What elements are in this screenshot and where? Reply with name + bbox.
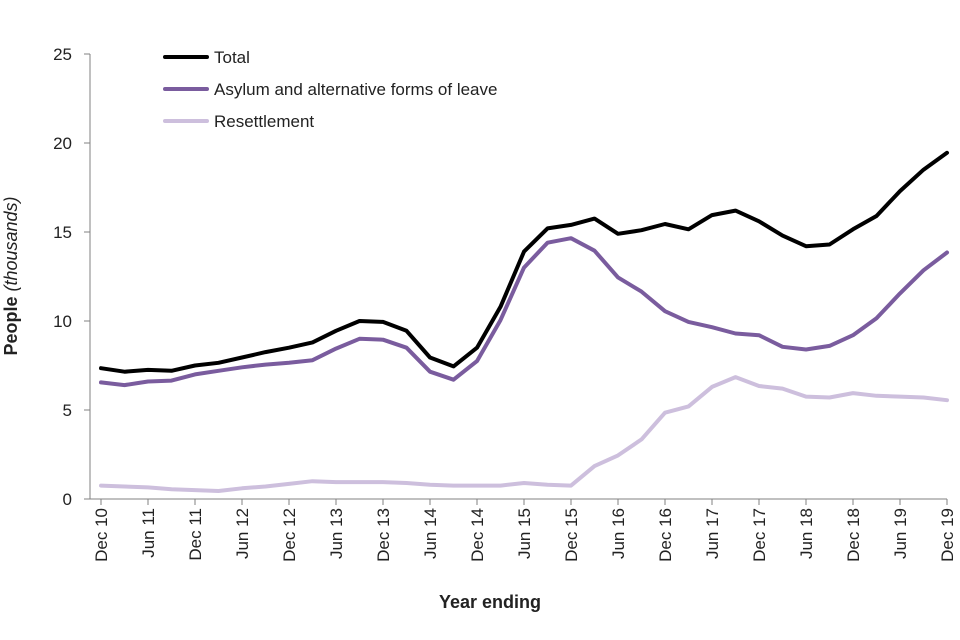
- legend-label: Resettlement: [214, 112, 314, 131]
- legend-label: Total: [214, 48, 250, 67]
- y-tick-label: 5: [63, 401, 72, 420]
- x-tick-label: Jun 17: [703, 508, 722, 559]
- y-axis-title-unit: (thousands): [1, 196, 21, 291]
- x-tick-label: Dec 16: [656, 508, 675, 562]
- series-line-asylum-and-alternative-forms-of-leave: [99, 236, 949, 388]
- y-tick-label: 25: [53, 45, 72, 64]
- x-tick-label: Dec 15: [562, 508, 581, 562]
- x-tick-label: Jun 18: [797, 508, 816, 559]
- y-tick-label: 20: [53, 134, 72, 153]
- x-tick-label: Dec 11: [186, 508, 205, 561]
- x-tick-label: Jun 14: [421, 508, 440, 559]
- y-tick-label: 10: [53, 312, 72, 331]
- series-line-resettlement: [99, 375, 949, 493]
- y-tick-label: 0: [63, 490, 72, 509]
- x-tick-label: Jun 12: [233, 508, 252, 559]
- x-tick-label: Jun 11: [139, 508, 158, 558]
- x-tick-label: Jun 19: [891, 508, 910, 559]
- x-tick-label: Dec 18: [844, 508, 863, 562]
- x-tick-label: Dec 14: [468, 508, 487, 562]
- x-axis-title: Year ending: [439, 592, 541, 612]
- x-axis: Dec 10 Jun 11 Dec 11 Jun 12 Dec 12 Jun 13 Dec …: [90, 498, 957, 562]
- x-tick-label: Dec 12: [280, 508, 299, 562]
- x-tick-label: Dec 10: [92, 508, 111, 562]
- y-axis-title: People (thousands): [1, 196, 21, 355]
- series-lines: [99, 150, 949, 493]
- x-tick-label: Jun 15: [515, 508, 534, 559]
- x-tick-label: Jun 13: [327, 508, 346, 559]
- y-axis-title-main: People: [1, 292, 21, 356]
- legend: Total Asylum and alternative forms of lea…: [163, 48, 497, 131]
- x-tick-label: Dec 13: [374, 508, 393, 562]
- y-tick-label: 15: [53, 223, 72, 242]
- legend-label: Asylum and alternative forms of leave: [214, 80, 497, 99]
- x-tick-label: Dec 19: [938, 508, 957, 562]
- x-tick-label: Jun 16: [609, 508, 628, 559]
- series-line-total: [99, 150, 949, 374]
- y-axis: 0 5 10 15 20 25: [53, 45, 91, 509]
- x-tick-label: Dec 17: [750, 508, 769, 562]
